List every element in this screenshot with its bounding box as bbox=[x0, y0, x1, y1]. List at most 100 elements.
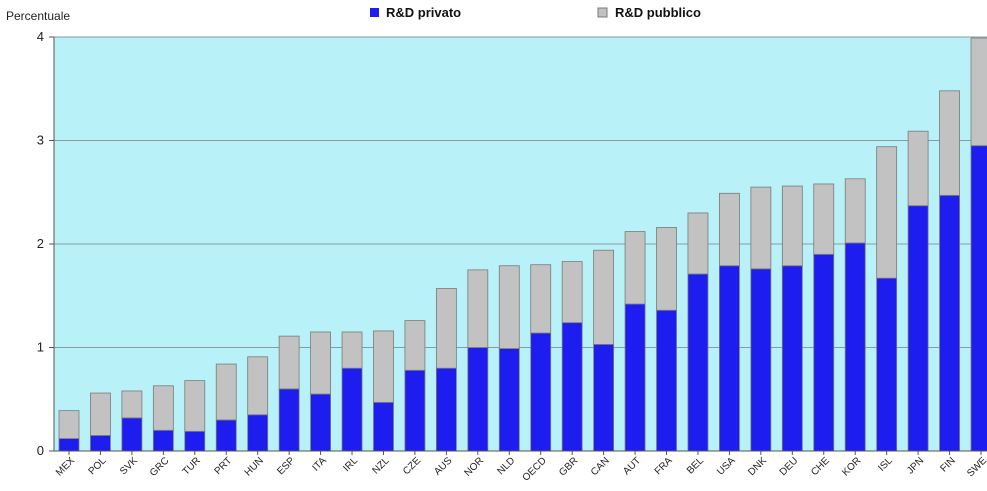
y-tick-label: 4 bbox=[37, 29, 44, 44]
bar-private-irl bbox=[341, 367, 363, 452]
x-tick-label-prt: PRT bbox=[213, 455, 235, 477]
bar-private-ita bbox=[310, 393, 331, 452]
x-tick-label-nld: NLD bbox=[495, 455, 517, 477]
bar-public-bel bbox=[687, 212, 709, 275]
legend-swatch-private bbox=[370, 8, 379, 17]
bar-public-dnk bbox=[750, 186, 772, 270]
y-axis-label: Percentuale bbox=[6, 9, 70, 23]
bar-public-usa bbox=[719, 192, 740, 267]
bar-public-prt bbox=[215, 363, 237, 421]
x-tick-label-deu: DEU bbox=[778, 455, 801, 478]
bar-public-nor bbox=[467, 269, 489, 348]
bar-private-deu bbox=[781, 265, 803, 452]
bar-public-swe bbox=[970, 37, 987, 147]
bar-public-gbr bbox=[561, 261, 583, 324]
x-tick-label-esp: ESP bbox=[275, 455, 297, 477]
x-tick-label-hun: HUN bbox=[243, 455, 266, 478]
x-tick-label-cze: CZE bbox=[401, 455, 423, 477]
bar-private-can bbox=[593, 343, 615, 452]
bar-public-svk bbox=[121, 390, 143, 419]
bar-private-isl bbox=[876, 277, 898, 452]
x-tick-label-kor: KOR bbox=[840, 455, 863, 478]
bar-private-pol bbox=[90, 435, 111, 452]
bar-public-jpn bbox=[907, 130, 929, 207]
x-tick-label-fra: FRA bbox=[653, 455, 675, 477]
x-tick-label-grc: GRC bbox=[148, 455, 172, 479]
bar-private-nld bbox=[498, 348, 520, 452]
bar-private-bel bbox=[687, 273, 709, 452]
bar-private-swe bbox=[970, 145, 987, 452]
x-tick-label-nor: NOR bbox=[462, 455, 486, 479]
x-tick-label-nzl: NZL bbox=[370, 455, 391, 476]
bar-public-aus bbox=[435, 288, 457, 369]
bar-private-kor bbox=[844, 242, 866, 452]
x-tick-label-tur: TUR bbox=[181, 455, 203, 477]
y-tick-label: 0 bbox=[37, 443, 44, 458]
x-tick-label-fin: FIN bbox=[939, 455, 958, 474]
bar-public-fin bbox=[939, 90, 960, 196]
bar-public-nzl bbox=[373, 330, 394, 403]
bar-private-svk bbox=[121, 417, 143, 452]
bar-private-hun bbox=[247, 414, 269, 452]
bar-public-irl bbox=[341, 331, 363, 369]
bar-private-prt bbox=[215, 419, 237, 452]
y-tick-label: 3 bbox=[37, 133, 44, 148]
x-tick-label-isl: ISL bbox=[876, 455, 895, 474]
bar-public-pol bbox=[90, 392, 111, 436]
bar-private-fra bbox=[656, 309, 677, 452]
bar-private-cze bbox=[404, 369, 426, 452]
bar-public-cze bbox=[404, 320, 426, 371]
bar-private-nzl bbox=[373, 401, 394, 452]
bar-private-usa bbox=[719, 265, 740, 452]
bar-public-tur bbox=[184, 380, 206, 432]
bar-private-fin bbox=[939, 194, 960, 452]
bar-public-can bbox=[593, 249, 615, 345]
bar-private-dnk bbox=[750, 268, 772, 452]
bar-public-ita bbox=[310, 331, 331, 395]
x-tick-label-svk: SVK bbox=[118, 455, 140, 477]
x-tick-label-mex: MEX bbox=[54, 455, 77, 478]
bar-private-mex bbox=[58, 438, 80, 452]
x-tick-label-pol: POL bbox=[87, 455, 109, 477]
x-tick-label-swe: SWE bbox=[965, 455, 987, 479]
bar-private-tur bbox=[184, 430, 206, 452]
legend-label-public: R&D pubblico bbox=[615, 5, 701, 20]
bar-public-deu bbox=[781, 185, 803, 267]
bar-private-aus bbox=[435, 367, 457, 452]
x-tick-label-oecd: OECD bbox=[521, 455, 549, 483]
y-tick-label: 1 bbox=[37, 340, 44, 355]
bar-private-che bbox=[813, 253, 835, 452]
bar-public-esp bbox=[278, 335, 300, 390]
bar-private-esp bbox=[278, 388, 300, 452]
bar-public-aut bbox=[624, 231, 646, 305]
legend-label-private: R&D privato bbox=[386, 5, 461, 20]
bar-public-grc bbox=[152, 385, 174, 431]
bar-private-aut bbox=[624, 303, 646, 452]
x-tick-label-che: CHE bbox=[809, 455, 832, 478]
x-tick-label-irl: IRL bbox=[341, 455, 360, 474]
x-tick-label-can: CAN bbox=[589, 455, 612, 478]
legend: R&D privato R&D pubblico bbox=[370, 5, 701, 20]
bar-private-oecd bbox=[530, 332, 552, 452]
x-tick-label-bel: BEL bbox=[685, 455, 706, 476]
bar-public-fra bbox=[656, 227, 677, 311]
x-tick-label-gbr: GBR bbox=[557, 455, 580, 478]
x-tick-label-jpn: JPN bbox=[905, 455, 926, 476]
bar-public-hun bbox=[247, 356, 269, 416]
y-tick-label: 2 bbox=[37, 236, 44, 251]
x-tick-label-usa: USA bbox=[715, 455, 738, 478]
bar-private-jpn bbox=[907, 205, 929, 452]
bar-public-oecd bbox=[530, 264, 552, 334]
legend-swatch-public bbox=[597, 7, 608, 18]
x-tick-label-aus: AUS bbox=[432, 455, 455, 478]
x-tick-label-ita: ITA bbox=[310, 455, 328, 473]
bar-public-mex bbox=[58, 410, 80, 439]
bar-private-gbr bbox=[561, 322, 583, 452]
bar-public-kor bbox=[844, 178, 866, 244]
x-tick-label-dnk: DNK bbox=[746, 455, 769, 478]
bar-private-nor bbox=[467, 347, 489, 452]
bar-public-nld bbox=[498, 265, 520, 349]
bar-public-isl bbox=[876, 146, 898, 279]
